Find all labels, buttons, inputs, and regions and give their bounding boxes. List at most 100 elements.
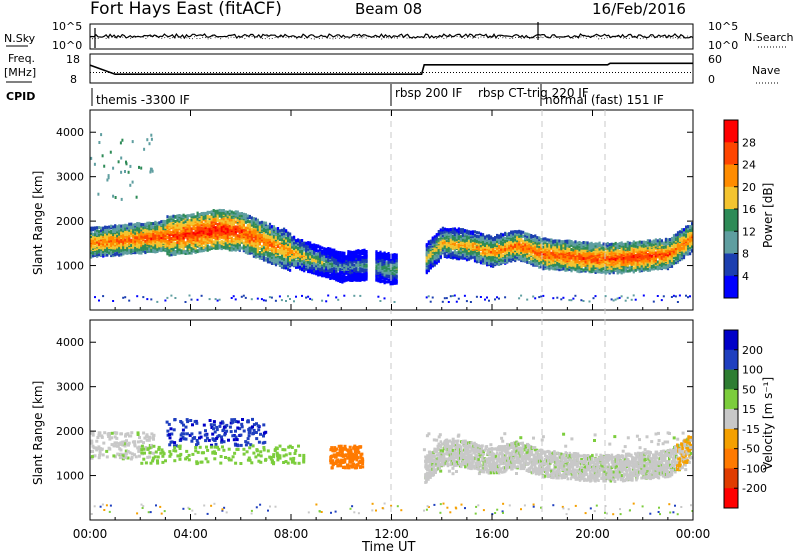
power-cell — [189, 214, 191, 217]
power-cell — [259, 247, 261, 250]
power-cell — [468, 252, 470, 255]
power-cell — [446, 228, 448, 231]
power-cell — [235, 225, 237, 228]
power-cell — [331, 249, 333, 252]
power-cell — [130, 239, 132, 242]
power-cell — [520, 255, 522, 258]
power-cell — [132, 224, 134, 227]
power-cell — [174, 242, 176, 245]
power-cell — [176, 244, 178, 247]
power-cell — [114, 224, 116, 227]
power-cell — [225, 236, 227, 239]
power-cell — [229, 210, 231, 213]
power-cell — [100, 227, 102, 230]
power-cell — [239, 235, 241, 238]
power-cell — [428, 260, 430, 263]
power-cell — [273, 241, 275, 244]
power-cell — [180, 244, 182, 247]
power-cell — [239, 212, 241, 215]
power-cell — [259, 251, 261, 254]
power-cell — [468, 257, 470, 260]
power-cell — [289, 298, 291, 300]
power-cell — [297, 247, 299, 250]
power-cell — [492, 237, 494, 240]
power-cell — [394, 301, 396, 303]
power-cell — [261, 248, 263, 251]
power-cell — [233, 211, 235, 214]
power-cell — [339, 251, 341, 254]
power-cell — [279, 250, 281, 253]
power-cell — [110, 225, 112, 228]
power-cell — [199, 213, 201, 216]
power-cell — [231, 218, 233, 221]
power-cell — [458, 230, 460, 233]
power-cell — [357, 252, 359, 255]
power-cell — [542, 238, 544, 241]
power-cell — [325, 248, 327, 251]
power-cell — [281, 251, 283, 254]
power-cell — [506, 233, 508, 236]
power-cell — [359, 295, 361, 297]
power-cell — [229, 216, 231, 219]
power-cell — [319, 252, 321, 255]
power-cell — [251, 216, 253, 219]
power-cell — [317, 244, 319, 247]
power-cell — [279, 234, 281, 237]
power-cell — [263, 246, 265, 249]
power-cell — [98, 226, 100, 229]
power-cell — [347, 274, 349, 277]
power-cell — [201, 295, 203, 297]
power-cell — [444, 297, 446, 299]
power-cell — [104, 226, 106, 229]
power-cell — [285, 240, 287, 243]
power-cell — [217, 300, 219, 302]
power-cell — [271, 233, 273, 236]
power-cell — [249, 220, 251, 223]
power-cell — [110, 252, 112, 255]
power-cell — [544, 237, 546, 240]
power-cell — [343, 295, 345, 297]
noise-left-tick-top: 10^5 — [52, 20, 82, 33]
power-cell — [325, 255, 327, 258]
power-cell — [126, 231, 128, 234]
power-cell — [530, 257, 532, 260]
power-cell — [92, 233, 94, 236]
power-cell — [249, 215, 251, 218]
power-cell — [205, 212, 207, 215]
power-cell — [174, 220, 176, 223]
power-cell — [189, 252, 191, 255]
power-cell — [468, 230, 470, 233]
power-cell — [215, 226, 217, 229]
power-cell — [512, 230, 514, 233]
power-cell — [142, 223, 144, 226]
power-cell — [438, 230, 440, 233]
power-cell — [207, 211, 209, 214]
power-cell — [191, 244, 193, 247]
power-cell — [205, 232, 207, 235]
power-cell — [130, 244, 132, 247]
power-cell — [213, 236, 215, 239]
power-cell — [209, 215, 211, 218]
power-cell — [329, 277, 331, 280]
power-cell — [162, 220, 164, 223]
freq-panel: Freq. [MHz] 18 8 60 0 Nave — [4, 52, 780, 86]
power-cell — [277, 233, 279, 236]
power-cell — [229, 248, 231, 251]
cpid-segment-2: rbsp 200 IF — [395, 86, 462, 100]
power-cell — [285, 237, 287, 240]
power-cell — [158, 242, 160, 245]
power-cell — [233, 238, 235, 241]
power-cell — [317, 249, 319, 252]
power-cell — [166, 226, 168, 229]
power-cell — [325, 263, 327, 266]
power-cell — [108, 226, 110, 229]
power-cell — [504, 232, 506, 235]
power-cell — [488, 253, 490, 256]
power-cell — [514, 239, 516, 242]
power-cell — [168, 238, 170, 241]
power-cell — [494, 250, 496, 253]
power-cell — [247, 240, 249, 243]
power-cell — [381, 252, 383, 255]
power-cell — [223, 241, 225, 244]
power-cell — [277, 240, 279, 243]
